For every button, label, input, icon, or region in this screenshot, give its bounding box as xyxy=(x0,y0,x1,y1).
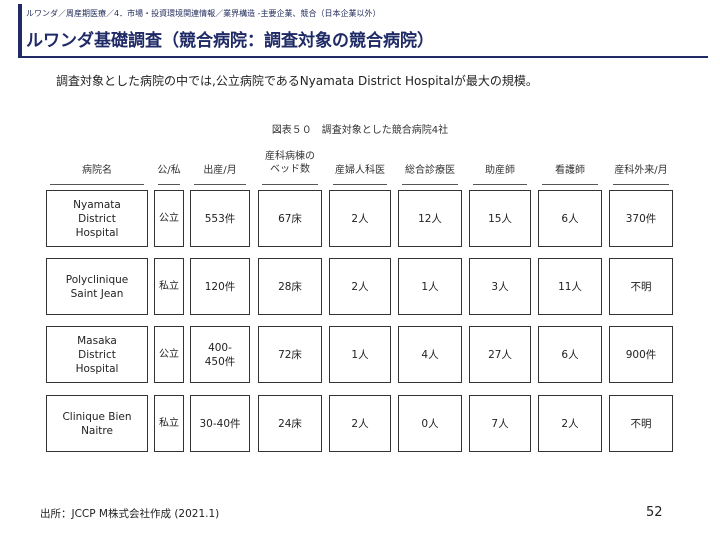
table-cell-births: 553件 xyxy=(190,190,250,247)
header-outpatient: 産科外来/月 xyxy=(614,165,668,176)
table-cell-births: 120件 xyxy=(190,258,250,315)
table-cell-outpatient: 370件 xyxy=(609,190,673,247)
table-cell-outpatient: 不明 xyxy=(609,258,673,315)
header-underline-nurse xyxy=(542,184,598,185)
header-underline-obgyn xyxy=(333,184,387,185)
table-cell-midwife: 27人 xyxy=(469,326,531,383)
table-cell-nurse: 6人 xyxy=(538,190,602,247)
table-cell-gp: 12人 xyxy=(398,190,462,247)
header-name: 病院名 xyxy=(82,165,112,176)
header-underline-type xyxy=(158,184,180,185)
header-midwife: 助産師 xyxy=(485,165,515,176)
table-cell-name: Polyclinique Saint Jean xyxy=(46,258,148,315)
table-cell-name: Clinique Bien Naitre xyxy=(46,395,148,452)
header-underline-births xyxy=(194,184,246,185)
page-title: ルワンダ基礎調査（競合病院：調査対象の競合病院） xyxy=(26,31,434,51)
table-cell-beds: 24床 xyxy=(258,395,322,452)
table-cell-outpatient: 900件 xyxy=(609,326,673,383)
table-cell-type: 公立 xyxy=(154,326,184,383)
table-cell-gp: 1人 xyxy=(398,258,462,315)
header-underline-name xyxy=(50,184,144,185)
table-cell-type: 公立 xyxy=(154,190,184,247)
page-number: 52 xyxy=(646,505,663,520)
table-cell-beds: 28床 xyxy=(258,258,322,315)
table-cell-midwife: 7人 xyxy=(469,395,531,452)
table-cell-births: 30-40件 xyxy=(190,395,250,452)
header-beds: 産科病棟の ベッド数 xyxy=(265,151,315,175)
title-underline xyxy=(18,56,708,58)
table-cell-obgyn: 1人 xyxy=(329,326,391,383)
table-cell-beds: 72床 xyxy=(258,326,322,383)
table-cell-gp: 0人 xyxy=(398,395,462,452)
table-cell-midwife: 15人 xyxy=(469,190,531,247)
header-underline-outpatient xyxy=(613,184,669,185)
source-note: 出所：JCCP M株式会社作成 (2021.1) xyxy=(40,508,220,520)
table-cell-obgyn: 2人 xyxy=(329,190,391,247)
header-gp: 総合診療医 xyxy=(405,165,455,176)
header-type: 公/私 xyxy=(157,165,181,176)
table-cell-type: 私立 xyxy=(154,395,184,452)
header-nurse: 看護師 xyxy=(555,165,585,176)
header-births: 出産/月 xyxy=(203,165,237,176)
table-cell-gp: 4人 xyxy=(398,326,462,383)
header-underline-beds xyxy=(262,184,318,185)
table-cell-type: 私立 xyxy=(154,258,184,315)
table-cell-name: Masaka District Hospital xyxy=(46,326,148,383)
table-cell-obgyn: 2人 xyxy=(329,258,391,315)
table-cell-name: Nyamata District Hospital xyxy=(46,190,148,247)
table-cell-outpatient: 不明 xyxy=(609,395,673,452)
header-underline-gp xyxy=(402,184,458,185)
title-accent-bar xyxy=(18,4,22,56)
header-obgyn: 産婦人科医 xyxy=(335,165,385,176)
table-cell-nurse: 11人 xyxy=(538,258,602,315)
table-cell-nurse: 6人 xyxy=(538,326,602,383)
figure-caption: 図表５０ 調査対象とした競合病院4社 xyxy=(271,125,449,136)
summary-text: 調査対象とした病院の中では,公立病院であるNyamata District Ho… xyxy=(56,74,538,88)
table-cell-births: 400- 450件 xyxy=(190,326,250,383)
table-cell-nurse: 2人 xyxy=(538,395,602,452)
table-cell-midwife: 3人 xyxy=(469,258,531,315)
header-underline-midwife xyxy=(473,184,527,185)
table-cell-obgyn: 2人 xyxy=(329,395,391,452)
breadcrumb: ルワンダ／周産期医療／4．市場・投資環境関連情報／業界構造 -主要企業、競合（日… xyxy=(26,9,381,18)
table-cell-beds: 67床 xyxy=(258,190,322,247)
